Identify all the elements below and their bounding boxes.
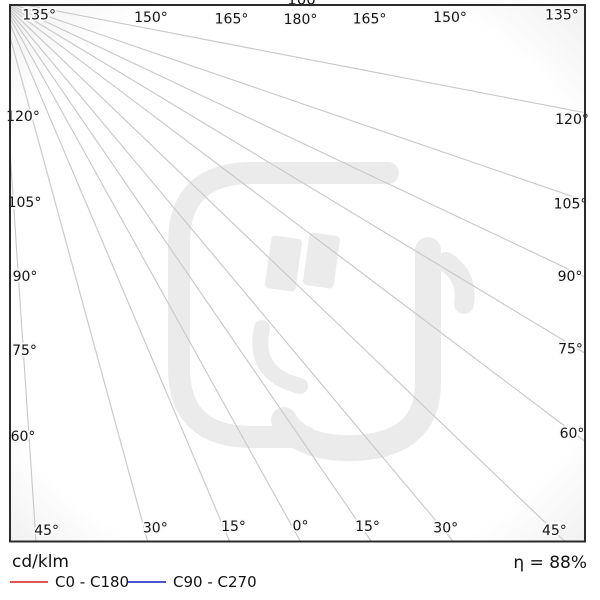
grid-spoke — [12, 5, 585, 202]
angle-tick-label: 90° — [558, 269, 583, 285]
grid-spoke — [10, 141, 37, 542]
legend-line-c90-c270 — [128, 581, 166, 583]
angle-tick-label: 120° — [6, 109, 40, 125]
angle-tick-label: 135° — [22, 8, 56, 24]
legend-item-c90-c270: C90 - C270 — [128, 573, 257, 591]
grid-spoke — [22, 5, 585, 114]
angle-tick-label: 75° — [558, 341, 583, 357]
grid-spoke — [10, 6, 585, 442]
angle-tick-label: 105° — [8, 195, 42, 211]
grid-spoke — [10, 187, 11, 200]
grid-spoke — [10, 22, 231, 542]
angle-tick-labels: 180° 165° 165° 150° 150° 135° 135° 120° 120° 105°… — [4, 6, 590, 541]
grid-spoke — [10, 5, 585, 278]
angle-tick-label: 150° — [433, 10, 467, 26]
angle-tick-label: 60° — [11, 429, 36, 445]
angle-tick-label: 75° — [12, 343, 37, 359]
grid-spoke — [10, 16, 302, 542]
unit-label: cd/klm — [12, 552, 69, 572]
angle-tick-label: 0° — [293, 519, 309, 535]
angle-tick-label: 30° — [143, 521, 168, 537]
legend-label-c90-c270: C90 - C270 — [173, 573, 257, 591]
angle-tick-label: 45° — [34, 523, 59, 539]
grid-spoke — [10, 11, 454, 542]
angle-tick-label: 15° — [221, 519, 246, 535]
polar-grid — [10, 5, 585, 542]
angle-tick-label: 15° — [355, 519, 380, 535]
legend-item-c0-c180: C0 - C180 — [10, 573, 129, 591]
grid-spoke — [10, 13, 372, 542]
plot-border — [9, 4, 586, 543]
angle-tick-label: 150° — [134, 10, 168, 26]
angle-tick-label: 30° — [433, 521, 458, 537]
legend-label-c0-c180: C0 - C180 — [55, 573, 130, 591]
angle-tick-label: 60° — [560, 426, 585, 442]
grid-spoke — [10, 5, 585, 354]
grid-spoke — [10, 8, 566, 542]
watermark-logo — [168, 162, 475, 462]
angle-tick-label: 120° — [555, 112, 589, 128]
angle-tick-label: 135° — [545, 8, 579, 24]
grid-spoke — [10, 334, 11, 355]
angle-tick-label: 90° — [13, 269, 38, 285]
grid-spoke — [10, 102, 11, 110]
grid-spoke — [10, 34, 149, 542]
legend-line-c0-c180 — [10, 581, 48, 583]
angle-tick-label: 165° — [353, 11, 387, 27]
grid-spoke — [10, 261, 11, 277]
angle-tick-label: 105° — [554, 197, 588, 213]
angle-tick-label: 45° — [542, 523, 567, 539]
angle-tick-label: 180° — [284, 12, 318, 28]
grid-spoke — [10, 419, 11, 445]
angle-tick-label: 165° — [215, 11, 249, 27]
efficiency-label: η = 88% — [513, 553, 587, 573]
